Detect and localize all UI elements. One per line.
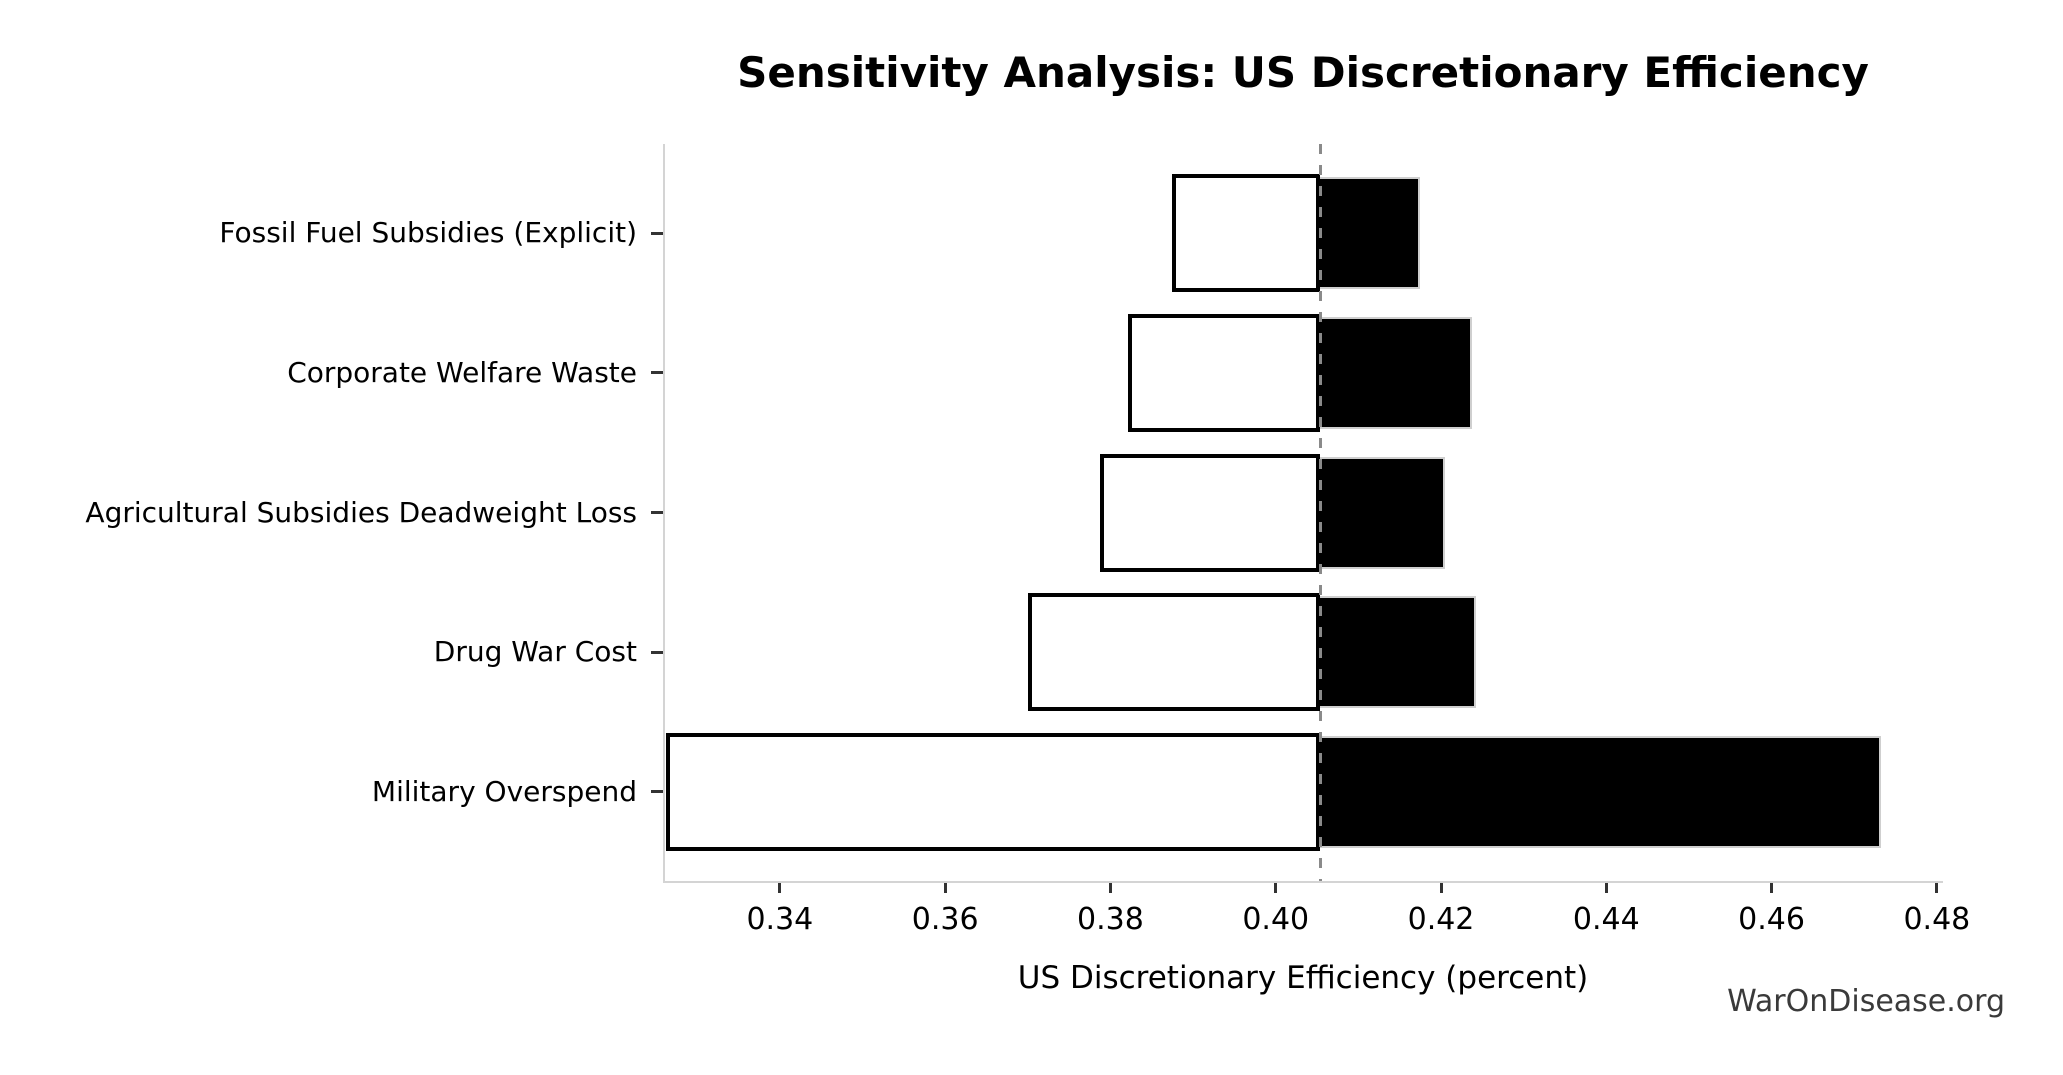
category-label: Agricultural Subsidies Deadweight Loss: [85, 495, 637, 529]
x-tick-mark: [1770, 883, 1774, 893]
x-tick-label: 0.34: [746, 902, 814, 937]
y-tick-mark: [651, 790, 663, 794]
y-axis-spine: [663, 144, 665, 883]
category-label: Military Overspend: [371, 774, 637, 808]
y-tick-mark: [651, 231, 663, 235]
x-tick-label: 0.46: [1738, 902, 1805, 937]
x-tick-mark: [1439, 883, 1443, 893]
x-tick-label: 0.40: [1242, 902, 1310, 937]
bar-low-segment-4: [1027, 593, 1321, 712]
plot-area: [663, 144, 1943, 883]
x-tick-label: 0.48: [1903, 902, 1971, 937]
baseline-dashed-line: [1318, 144, 1322, 881]
x-tick-label: 0.44: [1572, 902, 1640, 937]
category-label: Corporate Welfare Waste: [287, 355, 637, 389]
x-tick-mark: [1935, 883, 1939, 893]
y-tick-mark: [651, 371, 663, 375]
x-tick-mark: [1108, 883, 1112, 893]
x-tick-mark: [1274, 883, 1278, 893]
x-tick-mark: [778, 883, 782, 893]
bar-low-segment-1: [1171, 174, 1321, 293]
y-tick-mark: [651, 511, 663, 514]
x-tick-label: 0.38: [1077, 902, 1144, 937]
x-axis-label: US Discretionary Efficiency (percent): [1017, 960, 1589, 996]
watermark-text: WarOnDisease.org: [1727, 984, 2005, 1019]
x-axis-spine: [663, 881, 1943, 883]
bar-low-segment-5: [665, 732, 1321, 851]
x-tick-label: 0.36: [911, 902, 979, 937]
bar-low-segment-2: [1127, 313, 1321, 432]
category-label: Drug War Cost: [433, 635, 637, 669]
x-tick-mark: [1604, 883, 1608, 893]
y-tick-mark: [651, 650, 663, 654]
category-label: Fossil Fuel Subsidies (Explicit): [219, 216, 637, 250]
chart-title: Sensitivity Analysis: US Discretionary E…: [737, 48, 1869, 97]
bar-low-segment-3: [1099, 453, 1321, 572]
x-tick-label: 0.42: [1407, 902, 1475, 937]
x-tick-mark: [943, 883, 947, 893]
